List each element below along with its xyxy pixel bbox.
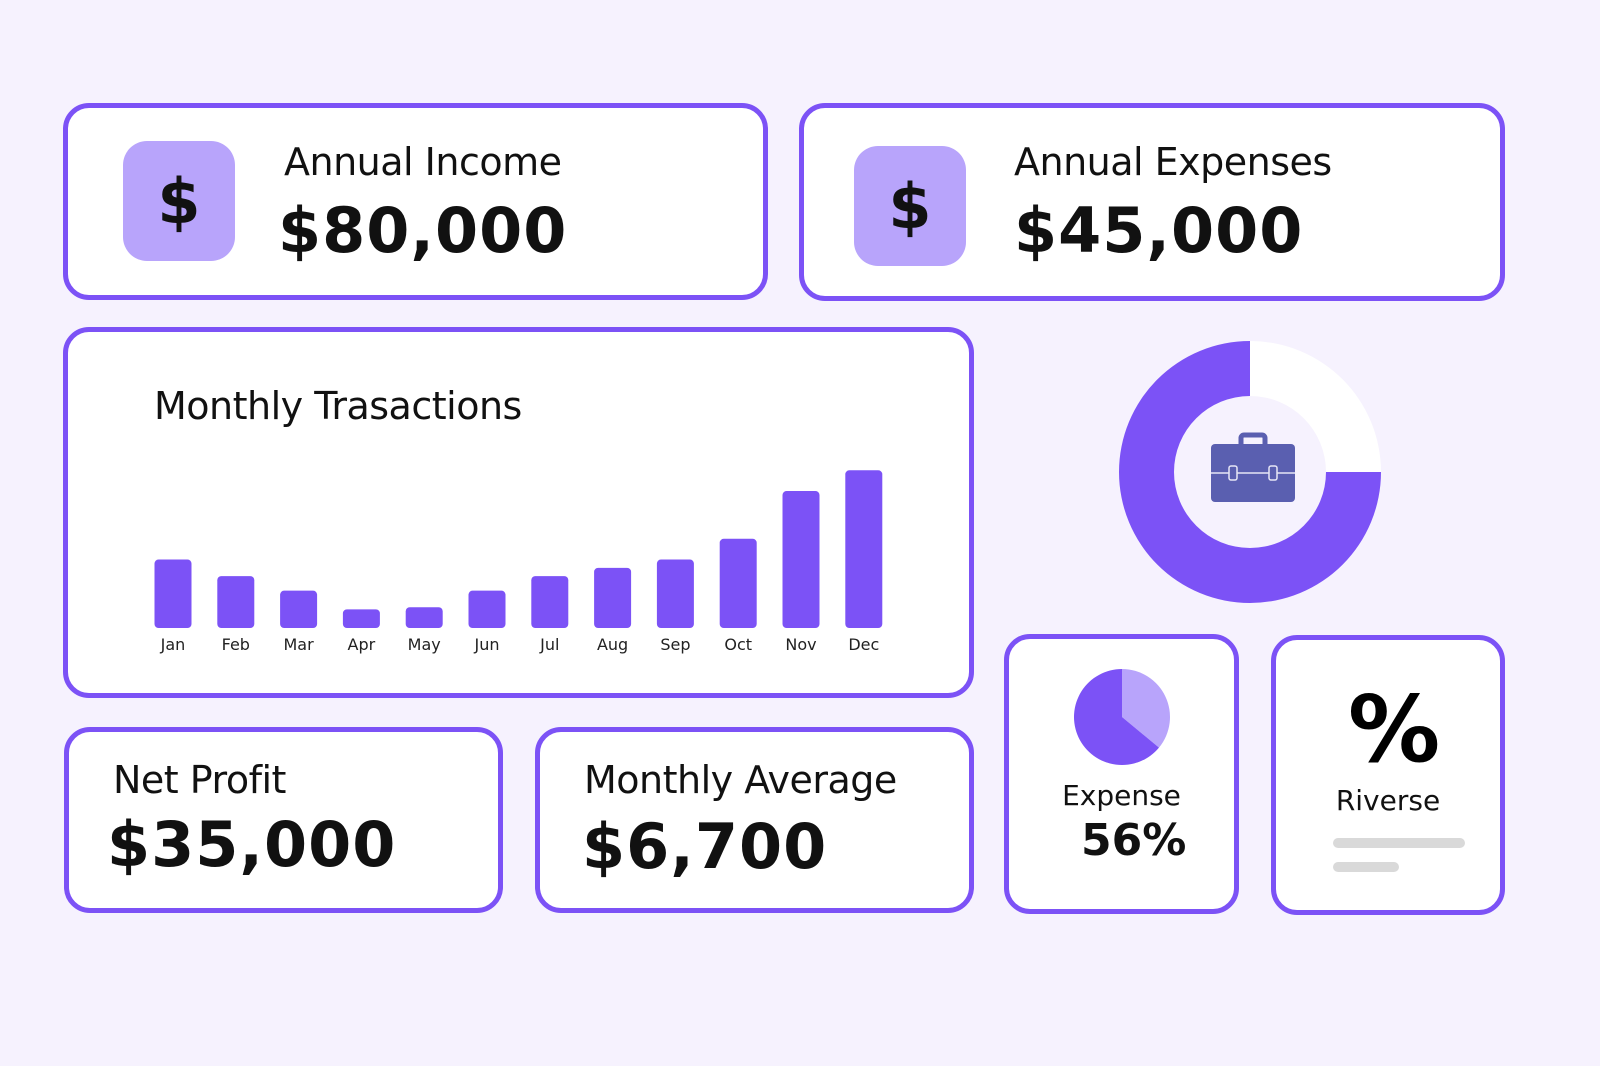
tick-label-may: May	[408, 635, 441, 654]
tick-label-feb: Feb	[222, 635, 250, 654]
bar-jan	[154, 559, 192, 628]
annual-income-label: Annual Income	[284, 140, 562, 184]
dollar-icon: $	[854, 146, 966, 266]
monthly-transactions-card[interactable]: Monthly Trasactions Jan Feb Mar Apr May Jun Ju…	[63, 327, 974, 698]
riverse-card[interactable]: % Riverse	[1271, 635, 1505, 915]
tick-label-jun: Jun	[474, 635, 500, 654]
annual-expenses-label: Annual Expenses	[1014, 140, 1332, 184]
tick-label-mar: Mar	[284, 635, 315, 654]
donut-segment-filled	[1119, 341, 1381, 603]
annual-expenses-value: $45,000	[1014, 194, 1304, 267]
tick-label-sep: Sep	[660, 635, 690, 654]
monthly-average-value: $6,700	[582, 810, 828, 883]
annual-income-value: $80,000	[278, 194, 568, 267]
bar-may	[405, 607, 443, 628]
tick-label-jan: Jan	[160, 635, 186, 654]
net-profit-card[interactable]: Net Profit $35,000	[64, 727, 503, 913]
pie-slice-remaining	[1122, 669, 1170, 748]
bar-jun	[468, 590, 506, 628]
donut-chart	[1119, 341, 1381, 603]
donut-segment-remaining	[1250, 341, 1381, 472]
bar-dec	[845, 470, 883, 628]
bar-nov	[782, 491, 820, 628]
bar-apr	[342, 609, 380, 628]
bar-aug	[594, 567, 632, 628]
tick-label-jul: Jul	[539, 635, 559, 654]
tick-label-apr: Apr	[348, 635, 376, 654]
pie-slice-expense	[1074, 669, 1159, 765]
briefcase-icon	[1211, 432, 1295, 502]
bar-oct	[719, 538, 757, 628]
percent-icon: %	[1348, 676, 1441, 783]
placeholder-line-short	[1333, 862, 1399, 872]
bar-feb	[217, 576, 255, 628]
riverse-label: Riverse	[1335, 784, 1441, 817]
chart-title: Monthly Trasactions	[154, 384, 522, 428]
net-profit-value: $35,000	[107, 808, 397, 881]
tick-label-oct: Oct	[724, 635, 752, 654]
net-profit-label: Net Profit	[113, 758, 286, 802]
dollar-icon: $	[123, 141, 235, 261]
tick-label-aug: Aug	[597, 635, 628, 654]
bar-mar	[280, 590, 318, 628]
tick-label-nov: Nov	[785, 635, 816, 654]
bar-jul	[531, 576, 569, 628]
monthly-average-label: Monthly Average	[584, 758, 897, 802]
expense-value: 56%	[1081, 815, 1187, 866]
expense-label: Expense	[1062, 779, 1181, 812]
expense-pie-chart	[1074, 669, 1170, 765]
bar-sep	[656, 559, 694, 628]
monthly-average-card[interactable]: Monthly Average $6,700	[535, 727, 974, 913]
tick-label-dec: Dec	[848, 635, 879, 654]
monthly-transactions-bar-chart: Jan Feb Mar Apr May Jun Jul Aug Sep Oct Nov Dec	[154, 470, 883, 654]
placeholder-line-long	[1333, 838, 1465, 848]
annual-income-card[interactable]: $ Annual Income $80,000	[63, 103, 768, 300]
annual-expenses-card[interactable]: $ Annual Expenses $45,000	[799, 103, 1505, 301]
expense-share-card[interactable]: Expense 56%	[1004, 634, 1239, 914]
